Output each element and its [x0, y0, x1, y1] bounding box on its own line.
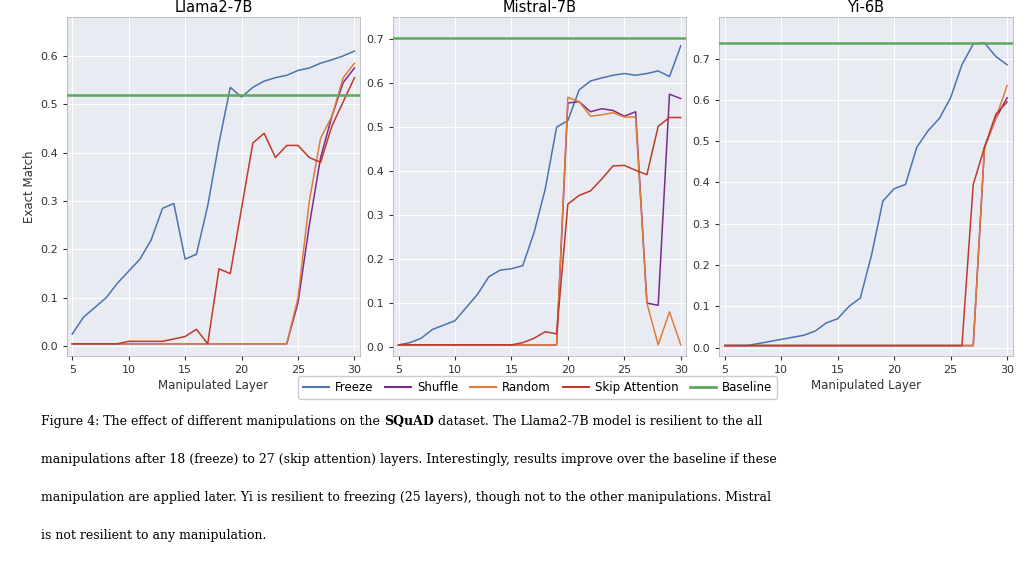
X-axis label: Manipulated Layer: Manipulated Layer — [484, 379, 595, 392]
Text: Figure 4: The effect of different manipulations on the: Figure 4: The effect of different manipu… — [41, 415, 384, 428]
X-axis label: Manipulated Layer: Manipulated Layer — [811, 379, 921, 392]
Text: dataset. The Llama2-7B model is resilient to the all: dataset. The Llama2-7B model is resilien… — [433, 415, 762, 428]
Legend: Freeze, Shuffle, Random, Skip Attention, Baseline: Freeze, Shuffle, Random, Skip Attention,… — [298, 376, 777, 398]
Y-axis label: Exact Match: Exact Match — [23, 150, 36, 223]
Title: Mistral-7B: Mistral-7B — [503, 0, 577, 15]
Title: Llama2-7B: Llama2-7B — [174, 0, 253, 15]
Title: Yi-6B: Yi-6B — [848, 0, 885, 15]
Text: is not resilient to any manipulation.: is not resilient to any manipulation. — [41, 529, 266, 542]
X-axis label: Manipulated Layer: Manipulated Layer — [159, 379, 268, 392]
Text: SQuAD: SQuAD — [384, 415, 433, 428]
Text: manipulation are applied later. Yi is resilient to freezing (25 layers), though : manipulation are applied later. Yi is re… — [41, 491, 771, 504]
Text: manipulations after 18 (freeze) to 27 (skip attention) layers. Interestingly, re: manipulations after 18 (freeze) to 27 (s… — [41, 453, 777, 466]
